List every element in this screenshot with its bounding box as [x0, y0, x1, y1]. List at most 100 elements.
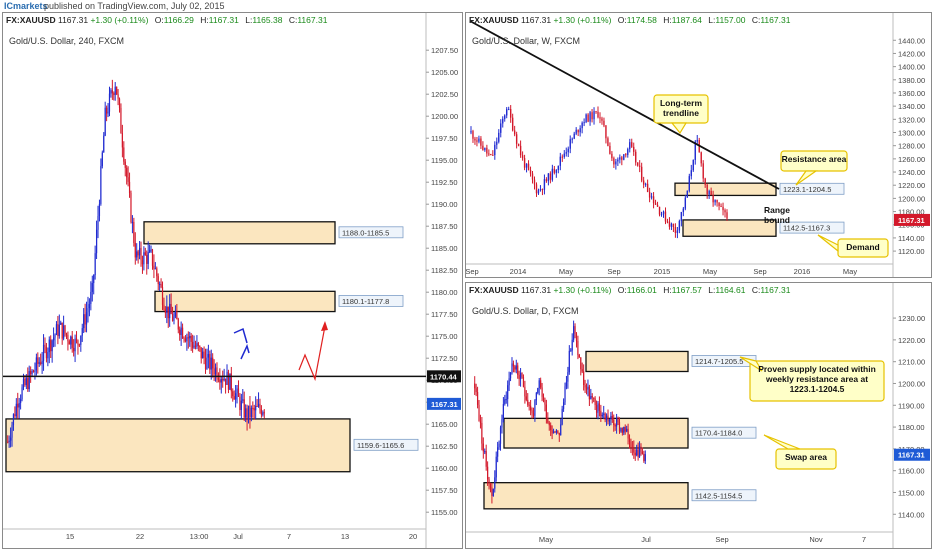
x-tick-label: May: [539, 535, 553, 544]
top-bar: ICmarkets published on TradingView.com, …: [0, 0, 932, 12]
candle-body: [20, 399, 22, 404]
trendline-callout-text: trendline: [663, 108, 699, 118]
candle-body: [260, 409, 263, 415]
candle-body: [569, 139, 571, 149]
swap-callout-pointer: [763, 434, 801, 450]
candle-body: [521, 372, 523, 377]
candle-body: [75, 338, 78, 341]
candle-body: [550, 425, 552, 431]
y-tick-label: 1160.00: [898, 467, 925, 476]
candle-body: [41, 360, 43, 364]
candle-body: [54, 334, 56, 338]
last-price-label: 1167.31: [898, 451, 925, 460]
candle-body: [501, 419, 503, 428]
candle-body: [605, 125, 607, 139]
candle-body: [504, 399, 506, 405]
candle-body: [627, 428, 629, 439]
published-info: published on TradingView.com, July 02, 2…: [44, 1, 225, 11]
candle-body: [557, 430, 559, 434]
y-tick-label: 1340.00: [898, 102, 925, 111]
candle-body: [515, 134, 518, 144]
chart-daily-svg[interactable]: 1230.00 1220.00 1210.00 1200.00 1190.00 1180.…: [466, 283, 931, 548]
candle-body: [123, 147, 125, 162]
candle-body: [575, 129, 577, 134]
candle-body: [171, 314, 174, 321]
candle-body: [620, 428, 622, 432]
candle-body: [519, 372, 522, 380]
candle-body: [624, 426, 626, 432]
candle-body: [157, 276, 159, 285]
candle-body: [187, 337, 189, 339]
candle-body: [196, 343, 198, 347]
y-tick-label: 1180.00: [898, 208, 925, 217]
y-tick-label: 1185.00: [431, 244, 458, 253]
chart-panel-240[interactable]: 1207.50 1205.00 1202.50 1200.00 1197.50 1195.…: [2, 12, 463, 549]
candle-body: [247, 405, 250, 420]
candle-body: [31, 370, 33, 375]
candle-body: [544, 399, 546, 405]
candle-body: [130, 193, 132, 222]
candle-body: [504, 115, 506, 119]
candle-body: [146, 254, 148, 264]
candle-body: [488, 153, 490, 155]
candle-body: [636, 449, 638, 456]
zone-label: 1159.6-1165.6: [357, 441, 404, 450]
candle-body: [88, 304, 91, 309]
candle-body: [560, 424, 562, 436]
candle-body: [216, 367, 218, 379]
candle-body: [98, 203, 101, 217]
supply-callout-text: Proven supply located within: [758, 364, 876, 374]
candle-body: [259, 403, 261, 410]
candle-body: [595, 111, 597, 113]
candle-body: [81, 328, 83, 336]
candle-body: [559, 156, 561, 166]
candle-body: [507, 385, 509, 400]
candle-body: [116, 86, 118, 95]
candle-body: [47, 352, 49, 359]
supply-demand-zone: [585, 350, 689, 373]
x-tick-label: 2015: [654, 267, 671, 276]
candle-body: [128, 181, 131, 194]
candle-body: [690, 170, 692, 177]
candle-body: [64, 325, 66, 334]
chart-panel-weekly[interactable]: 1440.00 1420.00 1400.00 1380.00 1360.00 1340.…: [465, 12, 932, 278]
publisher-logo[interactable]: ICmarkets: [4, 1, 48, 11]
candle-body: [555, 430, 558, 433]
candle-body: [18, 403, 20, 408]
candle-body: [474, 138, 476, 141]
demand-callout-pointer: [817, 234, 839, 253]
chart-weekly-svg[interactable]: 1440.00 1420.00 1400.00 1380.00 1360.00 1340.…: [466, 13, 931, 277]
candle-body: [482, 443, 484, 452]
candle-body: [528, 404, 530, 406]
candle-body: [578, 355, 580, 358]
candle-body: [42, 344, 45, 361]
chart-panel-daily[interactable]: 1230.00 1220.00 1210.00 1200.00 1190.00 1180.…: [465, 282, 932, 549]
candle-body: [518, 374, 520, 380]
y-tick-label: 1120.00: [898, 247, 925, 256]
y-tick-label: 1180.00: [898, 423, 925, 432]
candle-body: [722, 206, 724, 211]
candle-body: [486, 147, 488, 154]
candle-body: [634, 452, 636, 456]
candle-body: [515, 365, 517, 370]
candle-body: [210, 357, 212, 370]
candle-body: [154, 268, 156, 270]
candle-body: [57, 324, 59, 337]
candle-body: [48, 339, 50, 353]
candle-body: [245, 408, 247, 418]
candle-body: [249, 405, 251, 418]
candle-body: [557, 165, 560, 170]
y-tick-label: 1200.00: [898, 379, 925, 388]
chart-240-svg[interactable]: 1207.50 1205.00 1202.50 1200.00 1197.50 1195.…: [3, 13, 462, 548]
candle-body: [564, 386, 566, 403]
candle-body: [672, 223, 675, 228]
y-tick-label: 1192.50: [431, 178, 458, 187]
candle-body: [716, 199, 718, 203]
candle-body: [561, 156, 563, 158]
supply-demand-zone: [154, 290, 336, 313]
candle-body: [607, 138, 609, 146]
candle-body: [704, 178, 706, 185]
candle-body: [222, 379, 224, 381]
candle-body: [246, 408, 248, 420]
candle-body: [678, 221, 681, 231]
